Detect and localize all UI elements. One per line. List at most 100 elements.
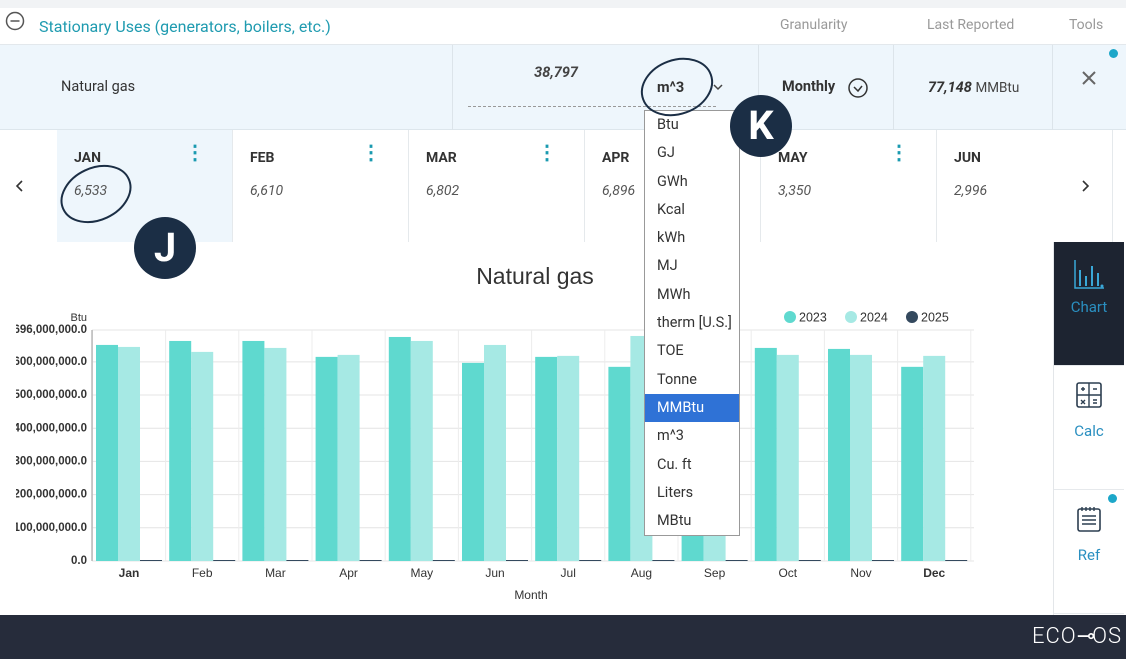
x-tick-label: Nov: [850, 566, 871, 580]
unit-option[interactable]: Liters: [657, 483, 694, 501]
unit-option[interactable]: MBtu: [657, 512, 692, 530]
unit-option[interactable]: GWh: [657, 172, 688, 190]
tab-label: Ref: [1077, 546, 1101, 564]
sidebar-tab[interactable]: Ref: [1054, 490, 1124, 614]
unit-option[interactable]: MWh: [657, 285, 691, 303]
tab-icon: [1054, 504, 1124, 542]
month-label: MAR: [426, 150, 457, 166]
y-tick-label: 200,000,000.0: [13, 489, 87, 501]
bar: [359, 560, 382, 561]
x-tick-label: May: [410, 566, 433, 580]
tab-label: Calc: [1074, 422, 1104, 440]
unit-option[interactable]: kWh: [657, 229, 686, 247]
bar: [484, 344, 506, 561]
month-label: JAN: [74, 150, 101, 166]
next-button[interactable]: [1080, 178, 1092, 194]
bar: [388, 336, 411, 561]
month-value: 6,610: [250, 183, 284, 199]
bar: [264, 347, 287, 561]
bar: [432, 560, 455, 561]
footer: ECO⊸OS: [0, 615, 1126, 659]
month-card[interactable]: JUN 2,996: [937, 130, 1113, 242]
unit-option[interactable]: Cu. ft: [657, 455, 692, 473]
unit-dropdown: Btu GJ GWh Kcal kWh MJ MWh therm [U.S.] TOE Tonne…: [644, 110, 740, 536]
month-value: 6,896: [602, 183, 636, 199]
close-button[interactable]: [1080, 69, 1098, 87]
bar: [872, 560, 894, 561]
bar: [579, 560, 602, 561]
bar: [557, 355, 580, 561]
bar: [798, 560, 821, 561]
collapse-icon[interactable]: [5, 11, 25, 31]
y-tick-label: 400,000,000.0: [13, 422, 87, 434]
bar: [337, 354, 360, 561]
sidebar-tab[interactable]: Calc: [1054, 366, 1124, 490]
tab-label: Chart: [1070, 298, 1108, 316]
x-tick-label: Mar: [265, 566, 286, 580]
bar: [923, 355, 946, 561]
notification-dot: [1109, 49, 1118, 58]
section-title[interactable]: Stationary Uses (generators, boilers, et…: [39, 17, 331, 36]
kebab-menu[interactable]: ⋮: [185, 140, 205, 164]
kebab-menu[interactable]: ⋮: [361, 140, 381, 164]
month-card[interactable]: FEB 6,610 ⋮: [233, 130, 409, 242]
legend-label: 2025: [921, 310, 949, 324]
month-label: FEB: [250, 150, 275, 166]
unit-option[interactable]: GJ: [657, 144, 675, 162]
month-card[interactable]: MAY 3,350 ⋮: [761, 130, 937, 242]
x-tick-label: Feb: [192, 566, 213, 580]
brand: ECO: [1032, 624, 1077, 649]
legend-label: 2024: [860, 310, 888, 324]
bar: [140, 560, 162, 561]
x-tick-label: Sep: [704, 566, 726, 580]
y-tick-labels: 0.0 100,000,000.0 200,000,000.0 300,000,000…: [13, 324, 87, 567]
unit-option[interactable]: MMBtu: [645, 393, 739, 423]
y-tick-label: 300,000,000.0: [13, 455, 87, 467]
legend-label: 2023: [799, 310, 827, 324]
month-value: 2,996: [954, 183, 988, 199]
x-tick-label: Jun: [485, 566, 504, 580]
unit-option[interactable]: therm [U.S.]: [657, 314, 732, 332]
sidebar-tab[interactable]: Chart: [1054, 242, 1124, 366]
chart-title: Natural gas: [476, 263, 594, 289]
bar: [506, 560, 528, 561]
y-tick-label: 600,000,000.0: [13, 356, 87, 368]
bar: [776, 354, 799, 561]
month-label: APR: [602, 150, 630, 166]
unit-option[interactable]: Tonne: [657, 370, 697, 388]
unit-select[interactable]: m^3: [657, 79, 685, 96]
bar: [96, 344, 118, 561]
prev-button[interactable]: [14, 178, 26, 194]
bar: [850, 354, 872, 561]
column-label: Tools: [1069, 17, 1104, 33]
month-card[interactable]: MAR 6,802 ⋮: [409, 130, 585, 242]
x-tick-label: Aug: [631, 566, 652, 580]
bar: [286, 560, 309, 561]
section-header: Stationary Uses (generators, boilers, et…: [0, 0, 1126, 45]
month-value: 6,533: [74, 183, 108, 199]
marker: K: [730, 95, 792, 157]
granularity-icon[interactable]: [847, 77, 869, 99]
bar: [535, 356, 558, 561]
unit-option[interactable]: m^3: [657, 427, 684, 445]
last-value: 77,148: [928, 79, 972, 96]
unit-option[interactable]: MJ: [657, 257, 678, 275]
bar: [901, 366, 924, 561]
x-tick-label: Apr: [339, 566, 358, 580]
y-tick-label: 696,000,000.0: [13, 324, 87, 336]
amount[interactable]: 38,797: [534, 64, 578, 81]
unit-option[interactable]: Btu: [657, 116, 679, 133]
month-value: 3,350: [778, 183, 812, 199]
y-tick-label: 100,000,000.0: [13, 522, 87, 534]
unit-option[interactable]: Kcal: [657, 200, 685, 218]
x-tick-label: Dec: [923, 566, 945, 580]
marker: J: [134, 217, 196, 279]
chevron: [713, 84, 723, 91]
kebab-menu[interactable]: ⋮: [889, 140, 909, 164]
granularity[interactable]: Monthly: [782, 78, 836, 95]
bar: [462, 362, 484, 561]
bar: [608, 366, 631, 561]
kebab-menu[interactable]: ⋮: [537, 140, 557, 164]
unit-option[interactable]: TOE: [657, 342, 684, 360]
